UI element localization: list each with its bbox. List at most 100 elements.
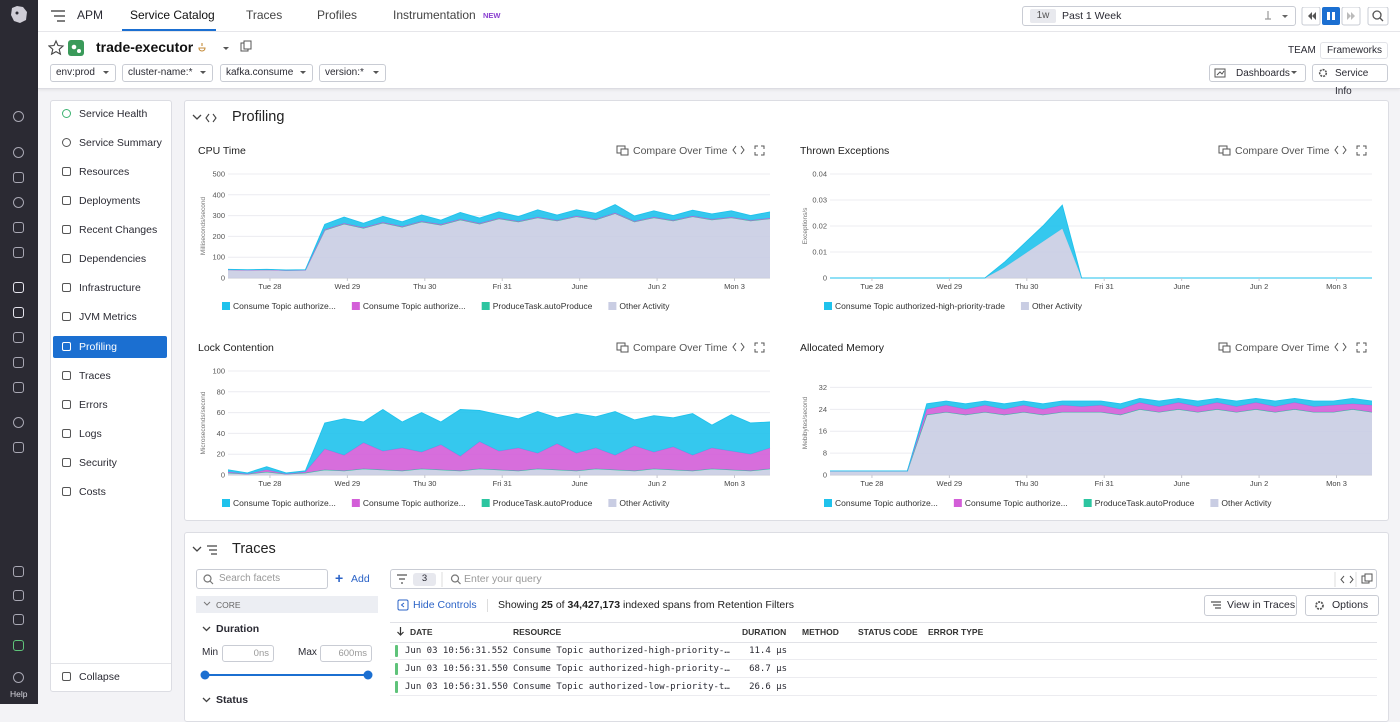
- help-label[interactable]: Help: [10, 689, 28, 699]
- filter[interactable]: [122, 64, 213, 82]
- menu-label[interactable]: Recent Changes: [79, 224, 158, 236]
- row-resource[interactable]: Consume Topic authorized-low-priority-t…: [513, 682, 730, 692]
- nav-icon[interactable]: [13, 307, 24, 318]
- column-header[interactable]: RESOURCE: [513, 627, 562, 637]
- menu-label[interactable]: Resources: [79, 166, 130, 178]
- column-header[interactable]: DATE: [410, 627, 433, 637]
- min-placeholder[interactable]: 0ns: [253, 648, 269, 659]
- max-placeholder[interactable]: 600ms: [338, 648, 367, 659]
- frameworks-tag[interactable]: [1320, 42, 1388, 59]
- column-header[interactable]: METHOD: [802, 627, 839, 637]
- hide-controls[interactable]: Hide Controls: [413, 599, 477, 611]
- core-bar[interactable]: [196, 596, 378, 613]
- menu-item[interactable]: Logs: [53, 423, 167, 445]
- filter-label[interactable]: env:prod: [56, 67, 95, 78]
- options-button[interactable]: Options: [1305, 595, 1379, 616]
- menu-item-active[interactable]: Profiling: [53, 336, 167, 358]
- menu-label[interactable]: Logs: [79, 428, 102, 440]
- menu-label[interactable]: Traces: [79, 370, 111, 382]
- search-placeholder[interactable]: Search facets: [219, 573, 281, 584]
- column-header[interactable]: STATUS CODE: [858, 627, 918, 637]
- menu-label[interactable]: Deployments: [79, 195, 141, 207]
- section-toggle[interactable]: [192, 544, 222, 556]
- menu-item[interactable]: Dependencies: [53, 248, 167, 270]
- product-name[interactable]: APM: [77, 8, 104, 22]
- menu-item[interactable]: Service Summary: [53, 132, 167, 154]
- menu-item[interactable]: Costs: [53, 481, 167, 503]
- logo[interactable]: [8, 3, 30, 25]
- menu-item[interactable]: Deployments: [53, 190, 167, 212]
- service-icons[interactable]: [48, 39, 253, 57]
- filter-label[interactable]: cluster-name:*: [128, 67, 193, 78]
- duration-slider[interactable]: [198, 669, 378, 681]
- nav-icon[interactable]: [13, 332, 24, 343]
- nav-icon[interactable]: [13, 247, 24, 258]
- nav-icon[interactable]: [13, 111, 24, 122]
- row-duration[interactable]: 68.7 μs: [749, 664, 787, 674]
- filter[interactable]: [319, 64, 386, 82]
- add-icon[interactable]: +: [335, 570, 344, 586]
- menu-label[interactable]: Profiling: [79, 341, 117, 353]
- nav-icon[interactable]: [13, 147, 24, 158]
- section-toggle[interactable]: [192, 112, 222, 124]
- sort-arrow[interactable]: [396, 626, 405, 637]
- nav-icon[interactable]: [13, 197, 24, 208]
- menu-icon[interactable]: [50, 8, 66, 24]
- menu-item[interactable]: Security: [53, 452, 167, 474]
- duration-caret[interactable]: [202, 626, 211, 633]
- nav-icon[interactable]: [13, 442, 24, 453]
- filter[interactable]: [220, 64, 313, 82]
- filter-label[interactable]: version:*: [325, 67, 364, 78]
- row-date[interactable]: Jun 03 10:56:31.550: [405, 664, 508, 674]
- search-facets[interactable]: [196, 569, 328, 589]
- add-button[interactable]: Add: [351, 573, 370, 585]
- dashboards-button[interactable]: Dashboards: [1209, 64, 1306, 82]
- filter-label[interactable]: kafka.consume: [226, 67, 294, 78]
- row-date[interactable]: Jun 03 10:56:31.552: [405, 646, 508, 656]
- row-date[interactable]: Jun 03 10:56:31.550: [405, 682, 508, 692]
- time-picker[interactable]: [1022, 6, 1296, 26]
- menu-item[interactable]: Errors: [53, 394, 167, 416]
- row-duration[interactable]: 11.4 μs: [749, 646, 787, 656]
- menu-item[interactable]: Infrastructure: [53, 277, 167, 299]
- menu-label[interactable]: Costs: [79, 486, 106, 498]
- nav-icon[interactable]: [13, 357, 24, 368]
- menu-item[interactable]: Recent Changes: [53, 219, 167, 241]
- menu-label[interactable]: JVM Metrics: [79, 311, 137, 323]
- menu-label[interactable]: Service Health: [79, 108, 148, 120]
- nav-icon[interactable]: [13, 640, 24, 651]
- hide-controls-icon[interactable]: [397, 599, 409, 611]
- nav-icon[interactable]: [13, 614, 24, 625]
- min-input[interactable]: [222, 645, 274, 662]
- collapse-button[interactable]: Collapse: [53, 666, 167, 688]
- nav-icon[interactable]: [13, 222, 24, 233]
- time-controls[interactable]: [1262, 7, 1392, 27]
- tab[interactable]: Instrumentation: [393, 8, 476, 22]
- status-caret[interactable]: [202, 697, 211, 704]
- menu-item[interactable]: Resources: [53, 161, 167, 183]
- query-bar[interactable]: [390, 569, 1377, 589]
- menu-label[interactable]: Security: [79, 457, 117, 469]
- menu-item[interactable]: Traces: [53, 365, 167, 387]
- nav-icon[interactable]: [13, 382, 24, 393]
- collapse-label[interactable]: Collapse: [79, 671, 120, 683]
- menu-label[interactable]: Infrastructure: [79, 282, 141, 294]
- nav-icon[interactable]: [13, 282, 24, 293]
- max-input[interactable]: [320, 645, 372, 662]
- view-in-traces-button[interactable]: View in Traces: [1204, 595, 1297, 616]
- nav-icon[interactable]: [13, 590, 24, 601]
- row-resource[interactable]: Consume Topic authorized-high-priority-…: [513, 664, 730, 674]
- filter[interactable]: [50, 64, 116, 82]
- menu-item[interactable]: JVM Metrics: [53, 306, 167, 328]
- help-icon[interactable]: [13, 672, 24, 683]
- nav-icon[interactable]: [13, 566, 24, 577]
- column-header[interactable]: ERROR TYPE: [928, 627, 984, 637]
- menu-label[interactable]: Service Summary: [79, 137, 162, 149]
- row-duration[interactable]: 26.6 μs: [749, 682, 787, 692]
- column-header[interactable]: DURATION: [742, 627, 787, 637]
- tab[interactable]: Traces: [246, 8, 283, 22]
- query-placeholder[interactable]: Enter your query: [464, 573, 542, 585]
- nav-icon[interactable]: [13, 172, 24, 183]
- menu-label[interactable]: Dependencies: [79, 253, 147, 265]
- tab[interactable]: Profiles: [317, 8, 358, 22]
